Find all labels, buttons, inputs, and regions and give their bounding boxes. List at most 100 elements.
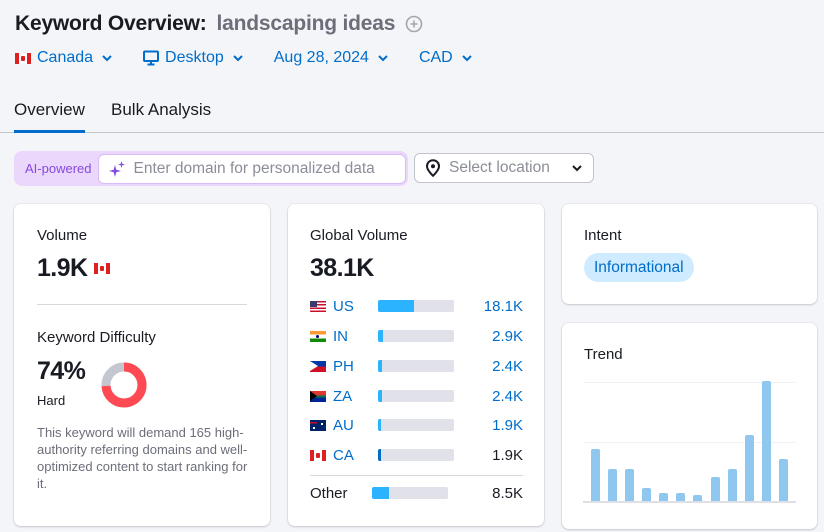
intent-label: Intent: [584, 227, 622, 244]
domain-input-placeholder: Enter domain for personalized data: [133, 159, 375, 177]
ai-domain-bar: AI-powered Enter domain for personalized…: [14, 151, 408, 186]
canada-flag-icon: [310, 449, 326, 461]
desktop-icon: [143, 50, 160, 66]
trend-bar[interactable]: [642, 488, 652, 501]
kd-label: Keyword Difficulty: [37, 329, 156, 346]
chevron-down-icon: [377, 52, 389, 64]
device-filter[interactable]: Desktop: [143, 49, 244, 67]
trend-bar[interactable]: [778, 459, 788, 501]
trend-bar[interactable]: [608, 469, 618, 501]
currency-filter[interactable]: CAD: [419, 49, 473, 67]
country-row-ca[interactable]: CA 1.9K: [310, 445, 523, 465]
country-volume: 1.9K: [492, 446, 523, 464]
date-filter[interactable]: Aug 28, 2024: [274, 49, 389, 67]
volume-label: Volume: [37, 227, 88, 244]
country-volume: 18.1K: [483, 297, 523, 315]
trend-card: Trend: [562, 323, 817, 529]
chevron-down-icon: [101, 52, 113, 64]
volume-bar: [372, 487, 448, 499]
trend-bar[interactable]: [710, 477, 720, 501]
canada-flag-icon: [94, 263, 111, 274]
country-filter[interactable]: Canada: [15, 49, 113, 67]
location-placeholder: Select location: [449, 159, 550, 176]
title-row: Keyword Overview: landscaping ideas: [15, 12, 423, 36]
trend-bar[interactable]: [625, 469, 635, 501]
intent-badge: Informational: [584, 253, 694, 282]
volume-bar: [378, 330, 454, 342]
page-title: Keyword Overview:: [15, 12, 207, 35]
sparkle-icon: [109, 160, 126, 177]
filters-row: Canada Desktop Aug 28, 2024 CAD: [15, 49, 473, 67]
country-code: IN: [333, 327, 348, 345]
trend-bar[interactable]: [676, 493, 686, 501]
country-code: ZA: [333, 387, 353, 405]
tabs-bar: Overview Bulk Analysis: [0, 96, 824, 133]
country-volume: 2.4K: [492, 387, 523, 405]
country-code: PH: [333, 357, 354, 375]
philippines-flag-icon: [310, 360, 326, 372]
global-volume-label: Global Volume: [310, 227, 408, 244]
kd-donut-chart: [101, 362, 147, 408]
trend-bar[interactable]: [761, 381, 771, 501]
kd-level: Hard: [37, 393, 66, 408]
country-volume: 1.9K: [492, 416, 523, 434]
trend-bar[interactable]: [591, 449, 600, 501]
country-row-us[interactable]: US 18.1K: [310, 296, 523, 316]
plus-circle-icon[interactable]: [405, 15, 423, 33]
location-pin-icon: [425, 159, 441, 177]
chevron-down-icon: [571, 162, 583, 174]
country-code: AU: [333, 416, 354, 434]
trend-bar[interactable]: [744, 435, 754, 501]
intent-card: Intent Informational: [562, 204, 817, 304]
x-axis: [583, 501, 796, 503]
kd-value: 74%: [37, 357, 86, 385]
country-code: US: [333, 297, 354, 315]
domain-input[interactable]: Enter domain for personalized data: [98, 153, 406, 184]
country-row-au[interactable]: AU 1.9K: [310, 415, 523, 435]
volume-bar: [378, 449, 454, 461]
divider: [310, 475, 523, 476]
volume-difficulty-card: Volume 1.9K Keyword Difficulty 74% Hard …: [14, 204, 270, 526]
other-label: Other: [310, 484, 348, 502]
global-volume-card: Global Volume 38.1K US 18.1K IN 2.9K PH …: [288, 204, 544, 526]
chevron-down-icon: [461, 52, 473, 64]
country-row-ph[interactable]: PH 2.4K: [310, 356, 523, 376]
gridline: [583, 442, 796, 443]
tab-overview[interactable]: Overview: [14, 100, 85, 133]
chevron-down-icon: [232, 52, 244, 64]
tab-bulk-analysis[interactable]: Bulk Analysis: [111, 100, 212, 119]
other-volume: 8.5K: [492, 484, 523, 502]
device-label: Desktop: [165, 49, 224, 66]
us-flag-icon: [310, 300, 326, 312]
trend-label: Trend: [584, 346, 623, 363]
trend-bar[interactable]: [659, 493, 669, 501]
canada-flag-icon: [15, 52, 31, 64]
trend-bars: [591, 381, 788, 501]
south-africa-flag-icon: [310, 390, 326, 402]
currency-label: CAD: [418, 49, 453, 66]
country-label: Canada: [37, 49, 94, 66]
country-row-in[interactable]: IN 2.9K: [310, 326, 523, 346]
volume-bar: [378, 390, 454, 402]
trend-bar[interactable]: [693, 495, 703, 501]
volume-value: 1.9K: [37, 254, 88, 282]
global-volume-value: 38.1K: [310, 254, 374, 282]
trend-bar[interactable]: [727, 469, 737, 501]
trend-bar-chart: [583, 381, 796, 503]
country-volume: 2.9K: [492, 327, 523, 345]
date-label: Aug 28, 2024: [273, 49, 369, 66]
country-row-za[interactable]: ZA 2.4K: [310, 386, 523, 406]
country-volume: 2.4K: [492, 357, 523, 375]
volume-bar: [378, 419, 454, 431]
ai-powered-badge: AI-powered: [25, 161, 92, 176]
volume-bar: [378, 360, 454, 372]
india-flag-icon: [310, 330, 326, 342]
australia-flag-icon: [310, 419, 326, 431]
volume-bar: [378, 300, 454, 312]
keyword-title: landscaping ideas: [216, 12, 396, 35]
country-row-other: Other 8.5K: [310, 483, 523, 503]
kd-description: This keyword will demand 165 high-author…: [37, 425, 248, 491]
country-code: CA: [333, 446, 354, 464]
divider: [37, 304, 247, 305]
location-select[interactable]: Select location: [414, 153, 594, 183]
